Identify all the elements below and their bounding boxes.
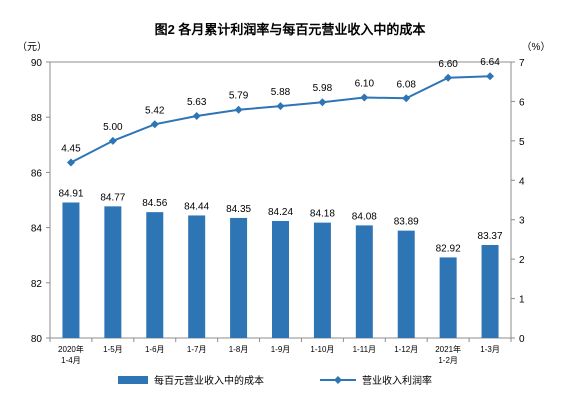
bar-value-label: 83.89 bbox=[394, 217, 419, 228]
bar-value-label: 83.37 bbox=[478, 231, 503, 242]
x-axis-category-label: 1-6月 bbox=[145, 345, 165, 354]
x-axis-category-label: 1-12月 bbox=[394, 345, 418, 354]
line-point bbox=[276, 102, 285, 111]
right-axis-tick-label: 6 bbox=[519, 97, 525, 108]
x-axis-category-label: 1-9月 bbox=[271, 345, 291, 354]
left-axis-tick-label: 88 bbox=[31, 113, 43, 124]
line-value-label: 4.45 bbox=[61, 144, 81, 155]
bar bbox=[313, 222, 331, 338]
line-value-label: 6.08 bbox=[396, 79, 416, 90]
line-value-label: 6.60 bbox=[438, 59, 458, 70]
x-axis-category-label: 1-10月 bbox=[310, 345, 334, 354]
bar bbox=[146, 212, 164, 338]
legend-bar-swatch bbox=[118, 376, 148, 384]
bar bbox=[481, 244, 499, 338]
x-axis-category-label: 1-4月 bbox=[61, 356, 81, 365]
bar-value-label: 84.91 bbox=[58, 188, 83, 199]
bar-value-label: 84.44 bbox=[184, 201, 209, 212]
left-axis-tick-label: 90 bbox=[31, 58, 43, 69]
legend-bar-label: 每百元营业收入中的成本 bbox=[154, 374, 264, 387]
line-point bbox=[192, 112, 201, 121]
bar-value-label: 84.77 bbox=[100, 192, 125, 203]
bar bbox=[397, 230, 415, 338]
x-axis-category-label: 1-11月 bbox=[353, 345, 376, 354]
line-point bbox=[486, 72, 495, 81]
line-point bbox=[66, 158, 75, 167]
line-value-label: 6.64 bbox=[480, 57, 500, 68]
line-point bbox=[108, 136, 117, 145]
x-axis-category-label: 1-7月 bbox=[187, 345, 207, 354]
x-axis-category-label: 1-8月 bbox=[229, 345, 249, 354]
line-point bbox=[444, 73, 453, 82]
x-axis-category-label: 1-2月 bbox=[438, 356, 458, 365]
right-axis-tick-label: 1 bbox=[519, 295, 525, 306]
line-value-label: 5.00 bbox=[103, 122, 123, 133]
line-point bbox=[150, 120, 159, 129]
line-value-label: 6.10 bbox=[355, 78, 375, 89]
bar bbox=[104, 206, 122, 338]
left-axis-tick-label: 86 bbox=[31, 168, 43, 179]
line-value-label: 5.63 bbox=[187, 97, 207, 108]
line-point bbox=[360, 93, 369, 102]
line-point bbox=[234, 105, 243, 114]
right-axis-tick-label: 5 bbox=[519, 137, 525, 148]
bar-value-label: 84.56 bbox=[142, 198, 167, 209]
left-axis-tick-label: 82 bbox=[31, 279, 43, 290]
bar bbox=[439, 257, 457, 338]
x-axis-category-label: 1-3月 bbox=[480, 345, 500, 354]
legend-line-label: 营业收入利润率 bbox=[362, 374, 432, 387]
bar bbox=[188, 215, 206, 338]
line-point bbox=[318, 98, 327, 107]
line-value-label: 5.98 bbox=[313, 83, 333, 94]
right-axis-tick-label: 4 bbox=[519, 176, 525, 187]
legend-line-marker bbox=[334, 376, 342, 384]
bar bbox=[230, 217, 248, 338]
bar-value-label: 84.35 bbox=[226, 204, 251, 215]
bar-value-label: 84.18 bbox=[310, 209, 335, 220]
left-axis-tick-label: 80 bbox=[31, 334, 43, 345]
x-axis-category-label: 1-5月 bbox=[103, 345, 123, 354]
left-axis-tick-label: 84 bbox=[31, 224, 43, 235]
bar bbox=[355, 225, 373, 338]
right-axis-unit: （%） bbox=[522, 41, 551, 53]
right-axis-tick-label: 3 bbox=[519, 216, 525, 227]
right-axis-tick-label: 2 bbox=[519, 255, 525, 266]
plot-area: 80 82 84 86 88 90 0 1 2 3 4 5 6 7 2020年 1-4月 1-5月 1-6月 1-7… bbox=[31, 57, 525, 387]
bar bbox=[272, 220, 289, 338]
bar-value-label: 82.92 bbox=[436, 243, 461, 254]
bar bbox=[62, 202, 80, 338]
x-axis-category-label: 2020年 bbox=[58, 344, 84, 354]
x-axis-category-label: 2021年 bbox=[435, 344, 461, 354]
line-value-label: 5.79 bbox=[229, 91, 249, 102]
line-value-label: 5.88 bbox=[271, 87, 291, 98]
right-axis-tick-label: 0 bbox=[519, 334, 525, 345]
line-point bbox=[402, 94, 411, 103]
left-axis-unit: （元） bbox=[17, 41, 47, 53]
bar-value-label: 84.24 bbox=[268, 207, 293, 218]
bar-value-label: 84.08 bbox=[352, 211, 377, 222]
line-value-label: 5.42 bbox=[145, 105, 165, 116]
chart-title: 图2 各月累计利润率与每百元营业收入中的成本 bbox=[155, 22, 426, 37]
right-axis-tick-label: 7 bbox=[519, 58, 525, 69]
